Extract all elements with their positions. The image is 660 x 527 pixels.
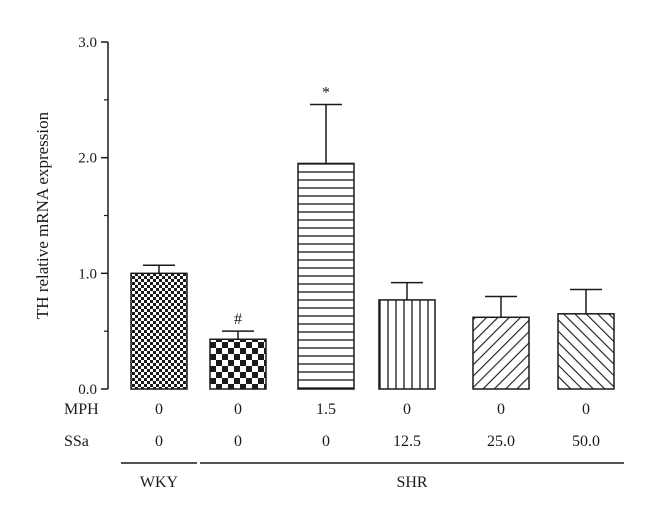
mph-value: 0 bbox=[155, 401, 163, 418]
bar bbox=[209, 338, 267, 390]
mph-row-label: MPH bbox=[64, 401, 99, 418]
mph-value: 0 bbox=[234, 401, 242, 418]
group-label: SHR bbox=[396, 474, 427, 491]
mph-value: 1.5 bbox=[316, 401, 336, 418]
significance-marker: * bbox=[322, 84, 330, 101]
group-labels: WKY SHR bbox=[121, 462, 624, 491]
bar bbox=[297, 162, 355, 390]
y-axis-title: TH relative mRNA expression bbox=[33, 111, 52, 319]
ssa-value: 50.0 bbox=[572, 433, 600, 450]
ssa-value: 12.5 bbox=[393, 433, 421, 450]
bar bbox=[557, 313, 615, 390]
significance-marker: # bbox=[234, 311, 242, 328]
ssa-value: 25.0 bbox=[487, 433, 515, 450]
bars: #* bbox=[130, 84, 615, 390]
mph-value: 0 bbox=[582, 401, 590, 418]
ssa-value: 0 bbox=[155, 433, 163, 450]
bar bbox=[378, 299, 436, 390]
y-axis: 0.0 1.0 2.0 3.0 bbox=[78, 35, 109, 398]
group-label: WKY bbox=[140, 474, 179, 491]
bar bbox=[472, 316, 530, 390]
mph-value: 0 bbox=[403, 401, 411, 418]
ssa-row-label: SSa bbox=[64, 433, 89, 450]
bar bbox=[130, 272, 188, 390]
condition-table: MPH 0 0 1.5 0 0 0 SSa 0 0 0 12.5 25.0 50.0 bbox=[64, 401, 600, 450]
y-tick-label: 1.0 bbox=[78, 266, 97, 282]
ssa-value: 0 bbox=[234, 433, 242, 450]
y-tick-label: 3.0 bbox=[78, 35, 97, 51]
mph-value: 0 bbox=[497, 401, 505, 418]
y-tick-label: 0.0 bbox=[78, 382, 97, 398]
y-tick-label: 2.0 bbox=[78, 151, 97, 167]
ssa-value: 0 bbox=[322, 433, 330, 450]
